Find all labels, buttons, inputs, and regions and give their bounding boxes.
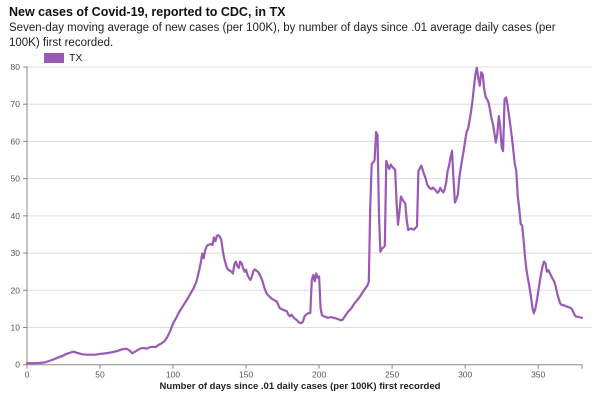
legend-swatch-tx bbox=[44, 53, 64, 63]
x-tick-label-200: 200 bbox=[312, 370, 326, 380]
x-tick-label-50: 50 bbox=[95, 370, 105, 380]
y-tick-label-80: 80 bbox=[11, 62, 21, 72]
x-tick-label-350: 350 bbox=[531, 370, 545, 380]
y-tick-label-10: 10 bbox=[11, 322, 21, 332]
y-tick-label-0: 0 bbox=[15, 360, 20, 370]
x-tick-label-150: 150 bbox=[239, 370, 253, 380]
y-tick-label-30: 30 bbox=[11, 248, 21, 258]
x-axis-title: Number of days since .01 daily cases (pe… bbox=[159, 381, 441, 392]
chart-subtitle: Seven-day moving average of new cases (p… bbox=[9, 22, 556, 50]
x-tick-label-0: 0 bbox=[25, 370, 30, 380]
x-tick-label-100: 100 bbox=[166, 370, 180, 380]
chart-title: New cases of Covid-19, reported to CDC, … bbox=[9, 5, 286, 19]
x-tick-label-300: 300 bbox=[458, 370, 472, 380]
x-tick-label-250: 250 bbox=[385, 370, 399, 380]
legend-label-tx: TX bbox=[69, 52, 83, 64]
y-tick-label-60: 60 bbox=[11, 136, 21, 146]
y-tick-label-70: 70 bbox=[11, 99, 21, 109]
y-tick-label-40: 40 bbox=[11, 211, 21, 221]
legend: TX bbox=[44, 52, 82, 64]
y-tick-label-20: 20 bbox=[11, 285, 21, 295]
series-line-tx bbox=[25, 66, 584, 365]
y-tick-label-50: 50 bbox=[11, 174, 21, 184]
